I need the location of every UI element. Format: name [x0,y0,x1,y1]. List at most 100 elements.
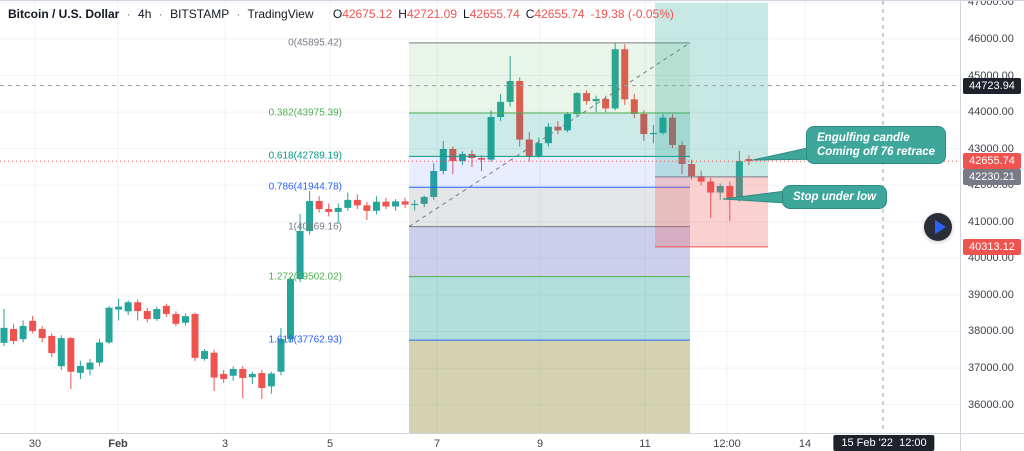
candle-body [669,117,676,146]
price-tick-label: 40000.00 [968,252,1014,265]
open-value: 42675.12 [342,7,393,21]
callout-text-line: Coming off 76 retrace [817,146,936,158]
candle-body [516,81,524,140]
price-chart-svg[interactable] [0,1,960,433]
price-tick-label: 41000.00 [968,215,1014,228]
candle-body [181,316,189,323]
candle-body [697,176,705,182]
play-icon [935,220,946,234]
time-tick-label: 12:00 [713,438,741,450]
candle-body [449,149,457,162]
candle-body [258,373,266,389]
axis-corner [960,433,1024,451]
candle-body [563,113,571,131]
candle-body [573,93,581,114]
time-tick-label: 9 [536,438,544,450]
candle-body [86,362,94,370]
candle-body [392,201,400,207]
interval-label[interactable]: 4h [138,7,152,21]
callout-stop-under-low[interactable]: Stop under low [782,185,888,209]
fib-level-label: 0.382(43975.39) [268,107,342,119]
crosshair-time-badge: 15 Feb '22 12:00 [833,435,935,451]
time-tick-label: 3 [221,438,229,450]
candle-body [382,201,390,207]
price-tick-label: 46000.00 [968,32,1014,45]
candle-body [439,149,447,172]
candle-body [134,302,142,312]
change-value: -19.38 (-0.05%) [590,7,674,21]
price-tick-label: 43000.00 [968,142,1014,155]
fib-band [409,113,690,157]
candle-body [96,342,103,363]
price-axis[interactable]: 47000.00 46000.00 45000.00 44000.00 43000.00… [960,1,1024,433]
candle-body [430,171,438,197]
candle-body [487,117,495,160]
candle-body [726,186,734,199]
fib-band [409,340,690,433]
time-tick-label: Feb [108,438,128,450]
candle-body [325,209,333,212]
candle-body [67,338,75,372]
fib-level-label: 1(40869.16) [288,221,342,233]
price-badge-red: 40313.12 [963,238,1021,255]
candle-body [248,373,256,378]
candle-body [19,326,27,340]
candle-body [76,365,84,373]
price-badge-red: 42655.74 [963,153,1021,170]
candle-body [38,328,46,339]
candle-body [735,161,743,199]
candle-body [363,205,371,211]
candle-body [210,352,218,378]
candle-body [287,278,294,339]
candle-body [296,231,304,279]
time-tick-label: 14 [798,438,812,450]
symbol-title[interactable]: Bitcoin / U.S. Dollar [8,7,120,21]
candle-body [420,196,428,204]
fib-level-label: 0.618(42789.19) [268,150,342,162]
candle-body [143,311,151,320]
highlight-zone-risk[interactable] [655,176,768,247]
callout-engulfing-candle[interactable]: Engulfing candle Coming off 76 retrace [806,126,947,164]
candle-body [401,201,409,205]
close-value: 42655.74 [534,7,585,21]
time-axis[interactable]: 30 Feb 3 5 7 9 11 12:00 14 15 Feb '22 12:00 [0,433,960,451]
candle-body [277,338,285,372]
candle-body [630,99,638,114]
replay-play-button[interactable] [924,213,952,241]
candle-body [688,164,696,177]
candle-body [458,153,466,162]
candle-body [315,201,323,210]
candle-body [611,49,619,109]
candle-body [267,373,275,387]
candle-body [535,143,543,156]
candle-body [411,203,419,206]
symbol-header[interactable]: Bitcoin / U.S. Dollar · 4h · BITSTAMP · … [8,7,674,21]
price-tick-label: 47000.00 [968,0,1014,9]
candle-body [306,201,314,232]
candle-body [602,98,610,109]
price-badge-black: 44723.94 [963,77,1021,94]
candle-body [48,335,56,354]
time-tick-label: 5 [326,438,334,450]
chart-pane[interactable]: Bitcoin / U.S. Dollar · 4h · BITSTAMP · … [0,1,960,433]
candle-body [172,313,180,324]
candle-body [745,158,753,162]
time-tick-label: 30 [28,438,42,450]
fib-band [409,187,690,227]
candle-body [191,313,199,358]
fib-band [409,156,690,188]
separator-dot: · [158,7,163,21]
highlight-zone-profit[interactable] [655,2,768,177]
fib-level-label: 0.786(41944.78) [268,181,342,193]
candle-body [649,132,657,135]
fib-level-label: 1.618(37762.93) [268,334,342,346]
time-tick-label: 7 [433,438,441,450]
candle-body [220,373,228,380]
candle-body [497,101,505,118]
callout-text-line: Stop under low [793,191,877,203]
candle-body [201,351,209,359]
candle-body [344,199,352,208]
candle-body [29,320,37,331]
candle-body [506,81,514,102]
